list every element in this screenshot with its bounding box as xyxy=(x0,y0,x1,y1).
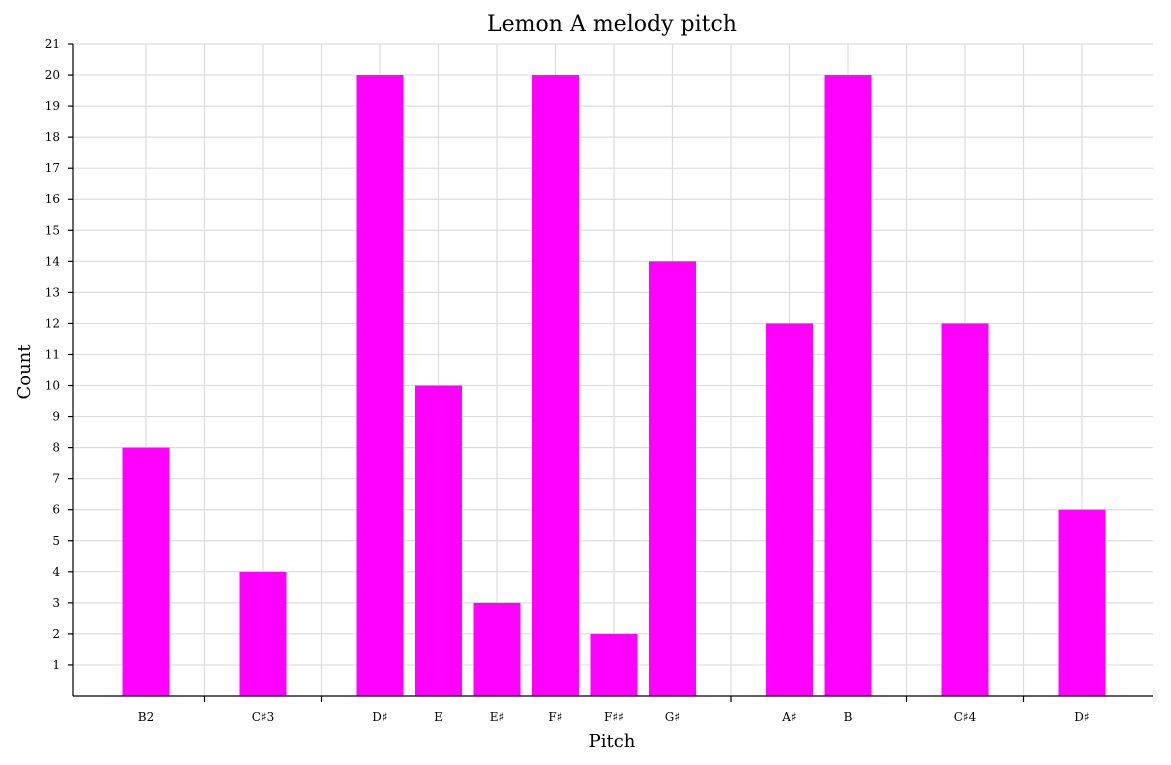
y-tick-label: 8 xyxy=(52,441,60,455)
x-tick-label: F♯ xyxy=(548,710,562,724)
y-tick-label: 16 xyxy=(45,192,60,206)
x-tick-label: B xyxy=(844,710,853,724)
y-tick-label: 9 xyxy=(52,410,60,424)
x-tick-label: E♯ xyxy=(490,710,505,724)
y-tick-label: 13 xyxy=(45,285,60,299)
y-tick-label: 15 xyxy=(45,223,60,237)
bar xyxy=(941,323,989,696)
y-tick-label: 19 xyxy=(45,99,60,113)
x-tick-label: G♯ xyxy=(665,710,680,724)
x-tick-label: C♯3 xyxy=(252,710,275,724)
y-tick-label: 11 xyxy=(45,347,60,361)
y-tick-label: 5 xyxy=(52,534,60,548)
y-tick-label: 14 xyxy=(45,254,61,268)
bar xyxy=(1058,509,1106,696)
y-tick-label: 20 xyxy=(45,68,60,82)
bar xyxy=(239,571,287,696)
bar xyxy=(824,75,872,697)
bar xyxy=(766,323,813,696)
y-tick-label: 7 xyxy=(52,472,60,486)
bar xyxy=(473,602,521,696)
bar xyxy=(122,447,170,696)
y-axis-label: Count xyxy=(14,344,35,400)
x-tick-label: C♯4 xyxy=(954,710,977,724)
y-tick-label: 10 xyxy=(45,379,60,393)
y-tick-label: 17 xyxy=(45,161,60,175)
bar xyxy=(590,633,638,696)
y-tick-label: 1 xyxy=(52,658,60,672)
y-tick-label: 2 xyxy=(52,627,60,641)
bar xyxy=(649,261,696,696)
x-tick-label: B2 xyxy=(138,710,154,724)
y-tick-label: 12 xyxy=(45,316,60,330)
y-tick-label: 21 xyxy=(45,37,60,51)
bar-layer xyxy=(122,75,1106,697)
x-tick-label: D♯ xyxy=(372,710,387,724)
x-tick-label: D♯ xyxy=(1074,710,1089,724)
y-tick-label: 3 xyxy=(52,596,60,610)
bar xyxy=(356,75,404,697)
x-axis-label: Pitch xyxy=(589,731,636,752)
y-tick-label: 18 xyxy=(45,130,60,144)
x-tick-label: E xyxy=(434,710,443,724)
bar xyxy=(532,75,579,697)
y-tick-label: 6 xyxy=(52,503,60,517)
x-tick-label: A♯ xyxy=(781,710,796,724)
x-tick-label: F♯♯ xyxy=(604,710,624,724)
chart-title: Lemon A melody pitch xyxy=(487,12,737,37)
grid-layer xyxy=(73,43,1153,696)
bar xyxy=(415,385,462,696)
y-tick-label: 4 xyxy=(52,565,60,579)
